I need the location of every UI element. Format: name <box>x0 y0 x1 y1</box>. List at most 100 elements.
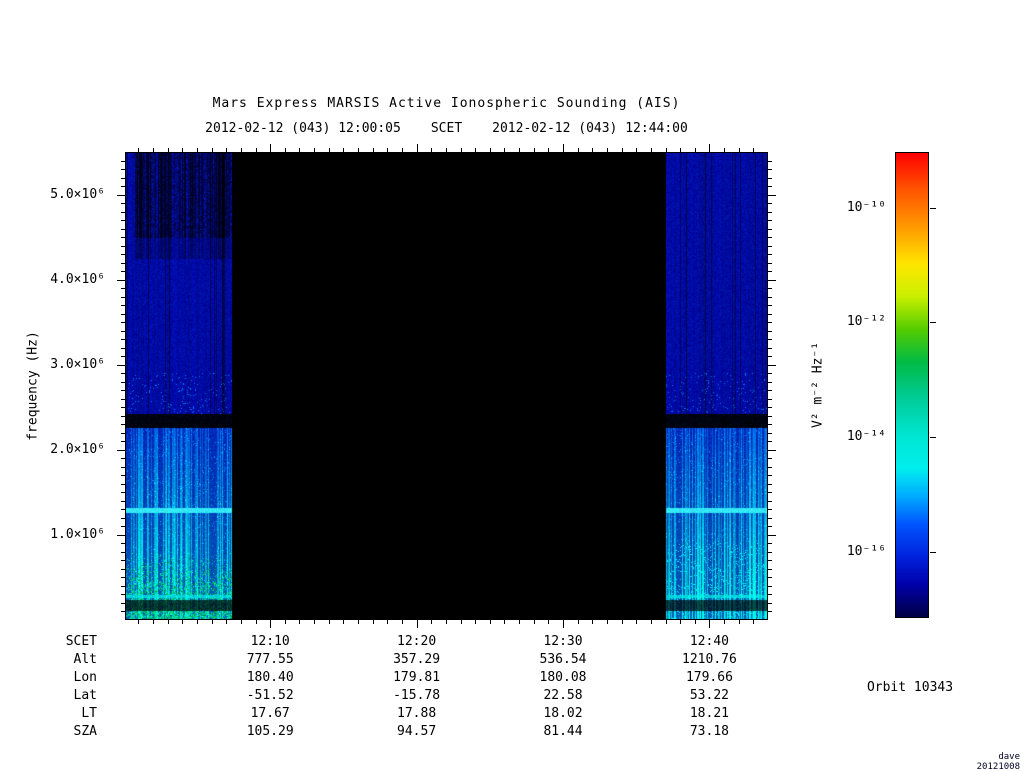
y-minor-tick <box>121 254 125 255</box>
table-cell: -15.78 <box>393 688 441 703</box>
x-tick <box>563 144 564 152</box>
table-row-label: Lat <box>73 688 97 703</box>
y-minor-tick <box>768 577 772 578</box>
y-minor-tick <box>768 569 772 570</box>
x-minor-tick <box>753 148 754 152</box>
y-minor-tick <box>121 186 125 187</box>
x-minor-tick <box>680 620 681 624</box>
y-minor-tick <box>768 339 772 340</box>
y-minor-tick <box>768 526 772 527</box>
y-minor-tick <box>768 492 772 493</box>
x-minor-tick <box>666 620 667 624</box>
scet-label: SCET <box>430 121 463 136</box>
x-minor-tick <box>299 148 300 152</box>
y-minor-tick <box>121 212 125 213</box>
x-minor-tick <box>636 148 637 152</box>
y-minor-tick <box>768 458 772 459</box>
y-minor-tick <box>768 501 772 502</box>
x-tick <box>563 620 564 628</box>
x-minor-tick <box>680 148 681 152</box>
y-tick <box>117 195 125 196</box>
table-row-label: Alt <box>73 652 97 667</box>
x-minor-tick <box>666 148 667 152</box>
x-minor-tick <box>153 620 154 624</box>
y-minor-tick <box>768 416 772 417</box>
table-cell: 53.22 <box>689 688 729 703</box>
x-minor-tick <box>461 620 462 624</box>
table-cell: 1210.76 <box>682 652 737 667</box>
table-cell: 179.66 <box>685 670 733 685</box>
x-minor-tick <box>695 620 696 624</box>
y-tick-label: 5.0×10⁶ <box>50 186 105 202</box>
y-minor-tick <box>768 594 772 595</box>
x-minor-tick <box>651 148 652 152</box>
y-minor-tick <box>121 373 125 374</box>
y-minor-tick <box>121 314 125 315</box>
colorbar-label: V² m⁻² Hz⁻¹ <box>810 341 826 429</box>
colorbar-tick-label: 10⁻¹⁶ <box>846 543 886 559</box>
y-minor-tick <box>121 594 125 595</box>
x-minor-tick <box>241 620 242 624</box>
y-minor-tick <box>768 254 772 255</box>
y-minor-tick <box>121 611 125 612</box>
y-minor-tick <box>121 305 125 306</box>
colorbar-tick <box>930 208 936 209</box>
x-minor-tick <box>226 148 227 152</box>
colorbar-tick <box>930 437 936 438</box>
x-minor-tick <box>431 148 432 152</box>
y-minor-tick <box>121 569 125 570</box>
y-tick-label: 3.0×10⁶ <box>50 356 105 372</box>
y-minor-tick <box>121 501 125 502</box>
x-minor-tick <box>402 148 403 152</box>
orbit-label: Orbit 10343 <box>866 680 954 695</box>
x-minor-tick <box>138 148 139 152</box>
colorbar-tick-label: 10⁻¹⁴ <box>846 429 886 445</box>
x-minor-tick <box>358 148 359 152</box>
y-minor-tick <box>768 246 772 247</box>
x-tick <box>709 620 710 628</box>
y-minor-tick <box>768 382 772 383</box>
y-minor-tick <box>768 271 772 272</box>
table-cell: -51.52 <box>246 688 294 703</box>
y-minor-tick <box>768 169 772 170</box>
y-minor-tick <box>768 348 772 349</box>
x-minor-tick <box>387 620 388 624</box>
table-row-label: SCET <box>65 634 97 649</box>
x-minor-tick <box>299 620 300 624</box>
x-minor-tick <box>168 148 169 152</box>
x-minor-tick <box>329 620 330 624</box>
y-minor-tick <box>768 356 772 357</box>
y-minor-tick <box>768 552 772 553</box>
y-minor-tick <box>121 492 125 493</box>
x-minor-tick <box>387 148 388 152</box>
x-minor-tick <box>431 620 432 624</box>
end-time: 2012-02-12 (043) 12:44:00 <box>492 121 688 136</box>
x-minor-tick <box>373 620 374 624</box>
x-minor-tick <box>153 148 154 152</box>
y-minor-tick <box>121 586 125 587</box>
y-minor-tick <box>121 229 125 230</box>
y-minor-tick <box>768 212 772 213</box>
x-minor-tick <box>592 620 593 624</box>
x-minor-tick <box>314 620 315 624</box>
y-tick <box>768 365 776 366</box>
y-minor-tick <box>768 373 772 374</box>
x-minor-tick <box>622 620 623 624</box>
table-cell: 94.57 <box>397 724 437 739</box>
y-minor-tick <box>121 526 125 527</box>
y-minor-tick <box>121 441 125 442</box>
y-minor-tick <box>768 441 772 442</box>
y-minor-tick <box>121 263 125 264</box>
y-minor-tick <box>121 407 125 408</box>
table-cell: 105.29 <box>246 724 294 739</box>
y-minor-tick <box>768 407 772 408</box>
y-minor-tick <box>121 416 125 417</box>
y-axis-label: frequency (Hz) <box>25 331 41 441</box>
table-cell: 73.18 <box>689 724 729 739</box>
x-minor-tick <box>446 148 447 152</box>
x-tick <box>417 144 418 152</box>
x-minor-tick <box>607 620 608 624</box>
x-minor-tick <box>241 148 242 152</box>
y-tick <box>768 195 776 196</box>
